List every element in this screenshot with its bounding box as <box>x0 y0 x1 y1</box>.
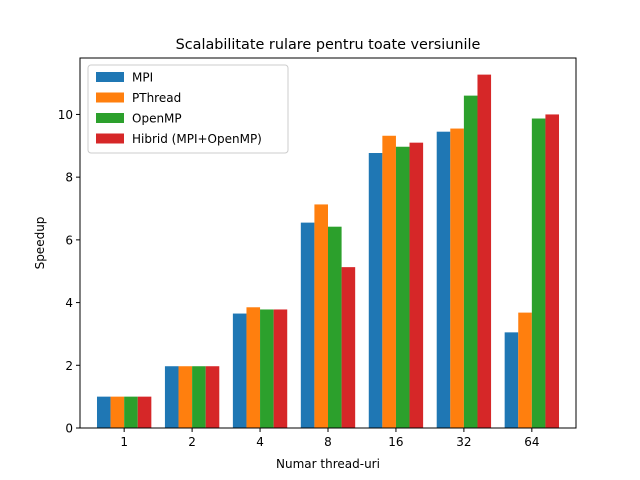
bar-pthread-4 <box>246 307 261 428</box>
bar-pthread-16 <box>382 135 396 428</box>
legend-swatch <box>96 92 124 103</box>
legend-swatch <box>96 113 124 123</box>
ticks-group: 1 2 4 8 16 32 64 0 2 4 6 8 10 <box>58 108 540 449</box>
x-tick-label: 2 <box>188 435 196 449</box>
bar-openmp-64 <box>531 118 546 429</box>
x-tick-label: 8 <box>324 435 332 449</box>
legend-label: Hibrid (MPI+OpenMP) <box>132 132 262 146</box>
y-tick-label: 8 <box>65 171 73 185</box>
bar-mpi-32 <box>436 131 451 428</box>
bar-mpi-64 <box>504 332 519 428</box>
bar-hibrid-mpi-openmp--32 <box>477 74 492 429</box>
legend-swatch <box>96 72 124 82</box>
bar-hibrid-mpi-openmp--4 <box>273 309 288 428</box>
bars-group <box>96 74 560 429</box>
chart-title: Scalabilitate rulare pentru toate versiu… <box>176 37 481 53</box>
y-tick-label: 4 <box>65 296 73 310</box>
y-tick-label: 10 <box>58 108 73 122</box>
x-tick-label: 32 <box>456 435 471 449</box>
bar-mpi-4 <box>232 313 247 428</box>
bar-pthread-1 <box>110 396 125 428</box>
bar-openmp-16 <box>395 146 410 429</box>
bar-hibrid-mpi-openmp--1 <box>137 396 152 428</box>
bar-openmp-4 <box>260 309 274 428</box>
bar-openmp-8 <box>328 226 342 428</box>
x-tick-label: 64 <box>524 435 539 449</box>
bar-openmp-2 <box>192 366 206 428</box>
y-axis-label: Speedup <box>33 217 47 270</box>
y-tick-label: 6 <box>65 233 73 247</box>
legend: MPI PThread OpenMP Hibrid (MPI+OpenMP) <box>87 64 289 154</box>
bar-hibrid-mpi-openmp--64 <box>545 114 560 428</box>
bar-pthread-2 <box>178 366 193 428</box>
y-tick-label: 2 <box>65 359 73 373</box>
bar-pthread-32 <box>450 128 464 429</box>
legend-label: MPI <box>132 71 153 85</box>
legend-swatch <box>96 133 124 144</box>
x-tick-label: 16 <box>388 435 403 449</box>
y-tick-label: 0 <box>65 422 73 436</box>
legend-label: PThread <box>132 91 181 105</box>
bar-hibrid-mpi-openmp--2 <box>205 366 220 428</box>
bar-pthread-64 <box>518 312 532 428</box>
bar-openmp-32 <box>463 95 478 428</box>
plot-frame <box>79 57 577 429</box>
legend-label: OpenMP <box>132 112 182 126</box>
bar-mpi-2 <box>164 366 179 428</box>
bar-hibrid-mpi-openmp--8 <box>341 267 356 428</box>
x-tick-label: 4 <box>256 435 264 449</box>
legend-box <box>87 64 289 154</box>
x-tick-label: 1 <box>120 435 128 449</box>
bar-pthread-8 <box>314 204 328 428</box>
bar-mpi-8 <box>300 222 315 428</box>
bar-hibrid-mpi-openmp--16 <box>409 142 424 428</box>
bar-mpi-16 <box>368 153 383 428</box>
x-axis-label: Numar thread-uri <box>276 457 380 471</box>
bar-mpi-1 <box>96 396 111 428</box>
bar-openmp-1 <box>124 396 138 428</box>
